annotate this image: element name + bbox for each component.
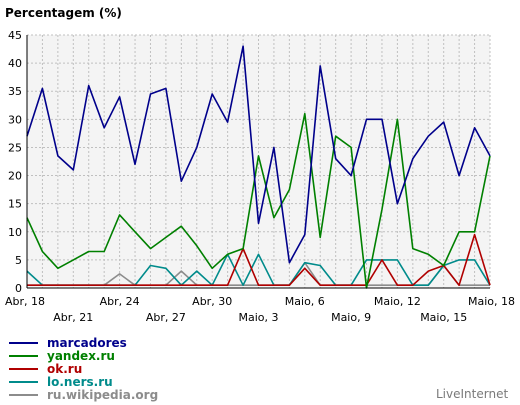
x-tick-label: Maio, 12: [374, 295, 421, 308]
x-axis-ticks: Abr, 18 Abr, 24 Abr, 30 Maio, 6 Maio, 12 Maio…: [5, 295, 515, 324]
x-tick-label: Maio, 6: [285, 295, 325, 308]
legend-label: yandex.ru: [47, 349, 115, 363]
y-tick-label: 0: [15, 282, 22, 295]
x-tick-label: Abr, 21: [53, 311, 93, 324]
gridlines: [27, 34, 491, 288]
y-tick-label: 10: [8, 226, 22, 239]
series-line-marcadores: [26, 45, 491, 264]
legend-label: ok.ru: [47, 362, 82, 376]
legend-label: marcadores: [47, 336, 127, 350]
y-tick-label: 30: [8, 113, 22, 126]
x-tick-label: Abr, 27: [146, 311, 186, 324]
y-tick-label: 5: [15, 254, 22, 267]
y-tick-label: 45: [8, 29, 22, 42]
x-tick-label: Abr, 18: [5, 295, 45, 308]
series-line-yandex-ru: [26, 112, 491, 289]
x-tick-label: Maio, 15: [420, 311, 467, 324]
x-tick-label: Abr, 24: [100, 295, 140, 308]
legend-label: ru.wikipedia.org: [47, 388, 158, 402]
y-tick-label: 40: [8, 57, 22, 70]
chart-title: Percentagem (%): [5, 6, 122, 20]
brand-label: LiveInternet: [436, 387, 508, 401]
series-lines: [26, 45, 491, 289]
y-axis-ticks: 0 5 10 15 20 25 30 35 40 45: [8, 29, 22, 295]
y-tick-label: 25: [8, 141, 22, 154]
series-line-ok-ru: [27, 233, 491, 287]
legend-label: lo.ners.ru: [47, 375, 113, 389]
y-tick-label: 15: [8, 198, 22, 211]
x-tick-label: Abr, 30: [192, 295, 232, 308]
x-tick-label: Maio, 3: [238, 311, 278, 324]
legend: marcadoresyandex.ruok.rulo.ners.ruru.wik…: [9, 336, 158, 402]
x-tick-label: Maio, 18: [468, 295, 515, 308]
y-tick-label: 35: [8, 85, 22, 98]
y-tick-label: 20: [8, 170, 22, 183]
x-tick-label: Maio, 9: [331, 311, 371, 324]
